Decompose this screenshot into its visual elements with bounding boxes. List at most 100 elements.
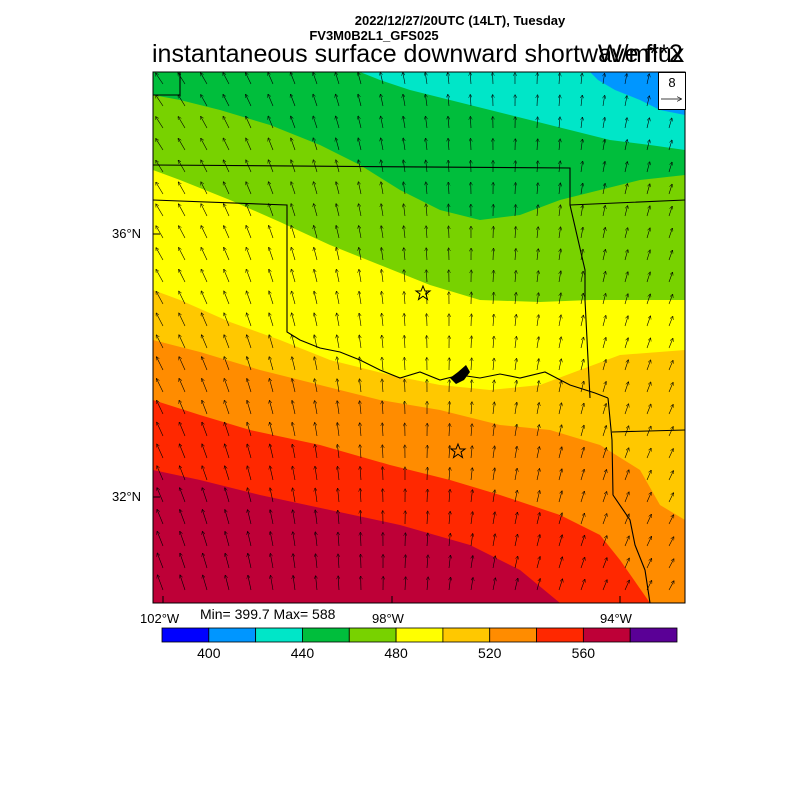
wind-vector (268, 160, 274, 173)
colorbar (161, 627, 678, 643)
wind-vector (646, 316, 650, 327)
wind-vector (223, 73, 230, 85)
wind-vector (514, 512, 517, 525)
wind-vector (558, 579, 562, 591)
wind-vector (224, 422, 230, 437)
wind-vector (602, 580, 607, 591)
wind-vector (514, 556, 518, 569)
wind-vector (269, 313, 274, 327)
wind-vector (359, 204, 362, 217)
wind-vector (179, 444, 186, 459)
wind-vector (359, 335, 361, 349)
wind-vector (646, 162, 650, 173)
wind-vector (180, 575, 186, 591)
wind-vector (470, 139, 471, 151)
wind-vector (248, 510, 252, 525)
wind-vector (248, 575, 252, 591)
wind-vector (156, 357, 164, 371)
wind-vector (668, 118, 672, 129)
wind-vector (449, 468, 450, 481)
wind-vector (382, 379, 383, 393)
wind-vector (358, 138, 362, 151)
colorbar-swatch (629, 627, 678, 643)
wind-vector (269, 357, 274, 371)
wind-vector (338, 576, 339, 591)
wind-vector (514, 534, 518, 547)
wind-vector (668, 493, 673, 503)
wind-vector (179, 401, 186, 415)
colorbar-swatch (489, 627, 537, 643)
colorbar-label: 560 (571, 645, 596, 661)
wind-vector (427, 511, 428, 525)
wind-vector (515, 425, 517, 437)
wind-vector (403, 182, 405, 195)
wind-vector (624, 448, 629, 459)
lake-texoma (450, 365, 470, 384)
wind-vector (225, 575, 230, 591)
star-oklahoma-city (414, 284, 432, 301)
city-markers (414, 284, 467, 459)
wind-vector (624, 558, 629, 569)
wind-vector (313, 94, 318, 107)
wind-vector (602, 294, 606, 305)
wind-vector (624, 360, 628, 371)
wind-vector (224, 248, 230, 261)
wind-vector (358, 116, 362, 129)
wind-vector (269, 226, 274, 239)
wind-vector (403, 116, 405, 129)
wind-vector (268, 138, 274, 151)
wind-vector (624, 404, 629, 415)
wind-vector (580, 491, 584, 503)
wind-vector (471, 380, 472, 393)
lon-label-102: 102°W (140, 611, 180, 626)
wind-vectors (156, 73, 674, 591)
wind-vector (359, 292, 362, 305)
wind-vector (625, 74, 627, 85)
wind-vector (337, 313, 340, 327)
colorbar-label: 480 (384, 645, 408, 661)
wind-vector (580, 293, 583, 305)
wind-vector (336, 204, 340, 217)
wind-vector (405, 555, 406, 569)
wind-vector (179, 422, 186, 437)
wind-vector (580, 535, 585, 547)
wind-vector (381, 116, 384, 129)
wind-vector (382, 423, 383, 437)
wind-vector (157, 553, 164, 569)
wind-vector (515, 381, 517, 393)
wind-vector (179, 357, 186, 371)
wind-vector (292, 423, 296, 437)
wind-vector (646, 426, 651, 437)
wind-vector (493, 271, 494, 283)
wind-vector (156, 335, 164, 349)
wind-vector (537, 337, 539, 349)
wind-vector (646, 272, 650, 283)
wind-vector (404, 226, 405, 239)
wind-vector (270, 554, 274, 569)
wind-vector (537, 315, 539, 327)
wind-vector (602, 250, 605, 261)
wind-vector (427, 555, 428, 569)
wind-vector (449, 490, 450, 503)
wind-vector (315, 445, 318, 459)
wind-vector (270, 488, 274, 503)
wind-vector (514, 469, 517, 481)
wind-vector (471, 336, 472, 349)
wind-vector (646, 74, 649, 85)
wind-vector (247, 444, 252, 459)
wind-vector (246, 95, 252, 107)
wind-vector (380, 94, 384, 107)
wind-vector (225, 532, 230, 547)
wind-reference-value: 8 (668, 75, 676, 90)
wind-vector (668, 206, 672, 217)
colorbar-swatch (255, 627, 303, 643)
colorbar-swatch (208, 627, 257, 643)
wind-vector (224, 204, 230, 217)
ticks (153, 233, 621, 603)
wind-vector (360, 467, 361, 481)
wind-vector (314, 226, 318, 239)
wind-vector (536, 381, 539, 393)
wind-vector (581, 95, 582, 107)
wind-vector (202, 401, 208, 415)
wind-vector (602, 426, 606, 437)
